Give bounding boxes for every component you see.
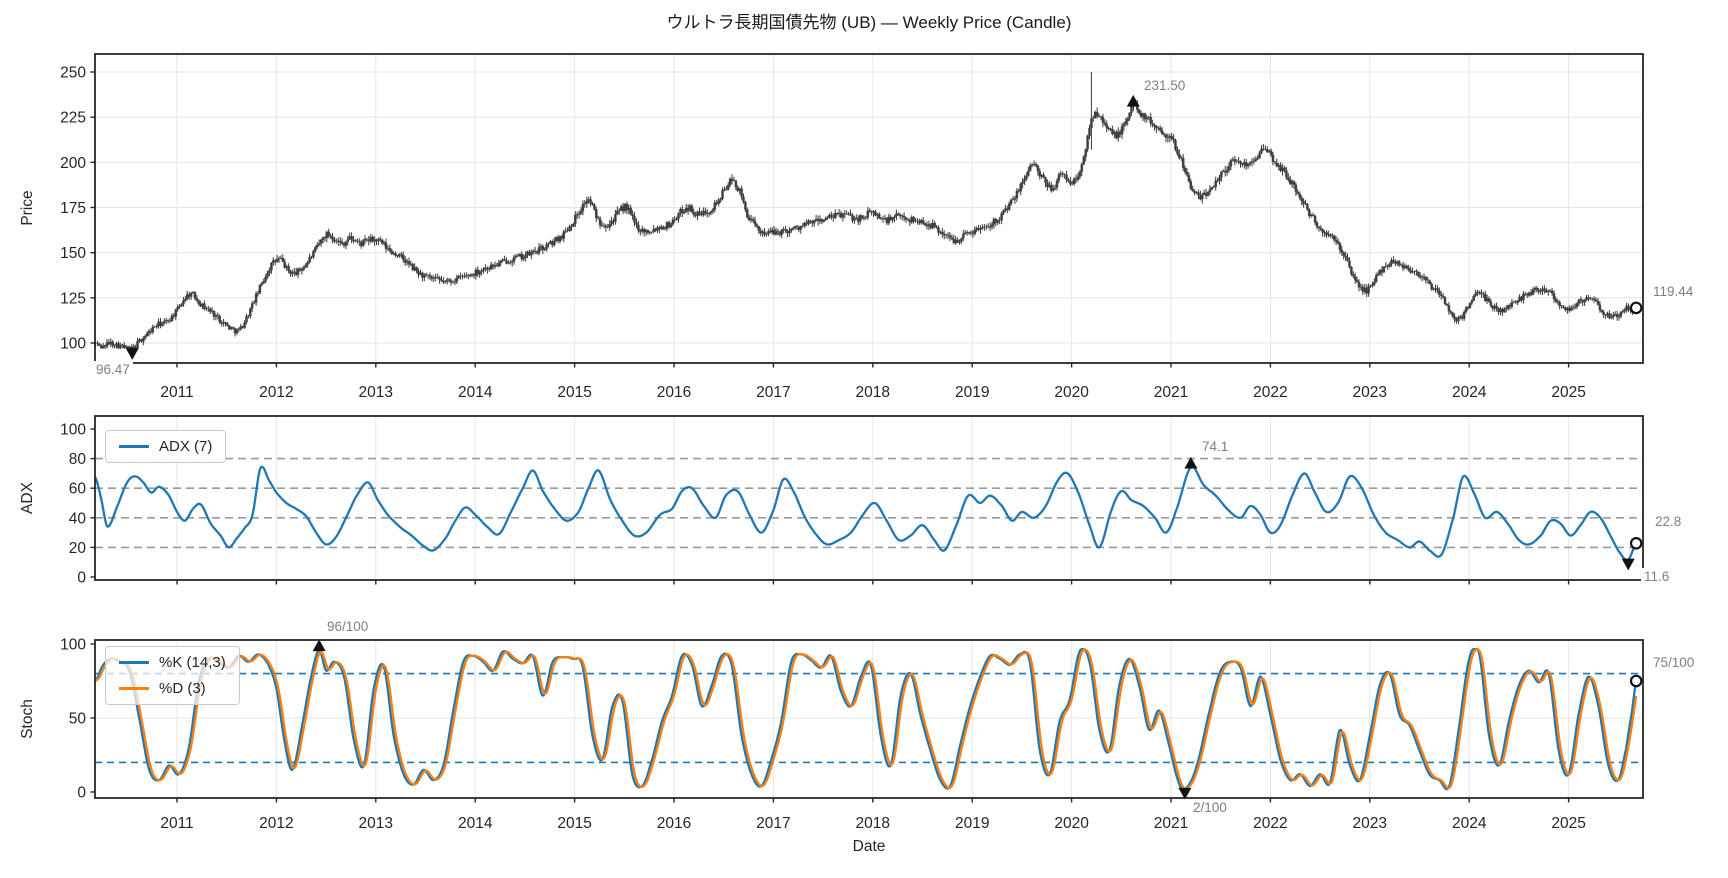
price-y-axis-label: Price (19, 190, 36, 226)
x-tick-label: 2011 (160, 815, 193, 832)
x-tick-label: 2016 (657, 815, 691, 832)
price-last-marker (1629, 301, 1643, 315)
stoch-d-legend-label: %D (3) (159, 680, 206, 697)
price-max-annotation: 231.50 (1141, 77, 1189, 94)
stoch-panel-spines (94, 639, 1644, 799)
y-tick-label: 60 (69, 481, 87, 498)
x-tick-label: 2013 (359, 815, 393, 832)
x-tick-label: 2017 (756, 384, 790, 401)
x-tick-label: 2022 (1253, 384, 1287, 401)
stoch-max-marker (312, 639, 326, 652)
y-tick-label: 175 (60, 200, 86, 217)
x-tick-label: 2025 (1551, 384, 1585, 401)
y-tick-label: 100 (60, 336, 86, 353)
stoch-max-annotation: 96/100 (324, 618, 372, 635)
y-tick-label: 20 (69, 540, 87, 557)
stoch-d-line (94, 648, 1638, 791)
y-tick-label: 225 (60, 110, 86, 127)
x-tick-label: 2011 (160, 384, 193, 401)
y-tick-label: 200 (60, 155, 86, 172)
candle-bodies (94, 102, 1638, 349)
stoch-k-legend-entry: %K (14,3) (119, 654, 226, 671)
x-tick-label: 2013 (359, 384, 393, 401)
x-tick-label: 2016 (657, 384, 691, 401)
x-tick-label: 2015 (557, 384, 591, 401)
y-tick-label: 0 (77, 785, 86, 802)
stoch-k-line-sample (119, 661, 149, 664)
adx-min-annotation: 11.6 (1641, 568, 1673, 585)
x-tick-label: 2019 (955, 815, 989, 832)
stoch-k-legend-label: %K (14,3) (159, 654, 226, 671)
x-tick-label: 2017 (756, 815, 790, 832)
x-tick-label: 2020 (1054, 815, 1089, 832)
x-axis-label: Date (852, 838, 886, 855)
adx-max-annotation: 74.1 (1199, 438, 1232, 455)
stoch-last-annotation: 75/100 (1650, 654, 1698, 671)
y-tick-label: 150 (60, 245, 86, 262)
price-panel-spines (94, 53, 1644, 364)
x-tick-label: 2020 (1054, 384, 1089, 401)
adx-max-marker (1184, 456, 1198, 469)
adx-last-annotation: 22.8 (1652, 513, 1685, 530)
x-tick-label: 2019 (955, 384, 989, 401)
adx-legend-label: ADX (7) (159, 438, 213, 455)
stoch-last-marker (1629, 674, 1643, 688)
x-tick-label: 2014 (458, 815, 493, 832)
candle-wicks (95, 72, 1637, 350)
stoch-d-line-sample (119, 687, 149, 690)
x-tick-label: 2014 (458, 384, 493, 401)
stoch-min-annotation: 2/100 (1190, 799, 1230, 816)
y-tick-label: 250 (60, 65, 86, 82)
y-tick-label: 0 (77, 570, 86, 587)
y-tick-label: 100 (60, 637, 86, 654)
x-tick-label: 2021 (1154, 815, 1188, 832)
adx-y-axis-label: ADX (19, 482, 36, 514)
x-tick-label: 2021 (1154, 384, 1188, 401)
adx-panel-spines (94, 415, 1644, 581)
adx-line-sample (119, 445, 149, 448)
adx-min-marker (1621, 558, 1635, 571)
x-tick-label: 2024 (1452, 815, 1487, 832)
adx-line (94, 465, 1638, 562)
price-min-marker (125, 348, 139, 360)
x-tick-label: 2022 (1253, 815, 1287, 832)
adx-last-marker (1629, 536, 1643, 550)
x-tick-label: 2012 (259, 815, 293, 832)
x-tick-label: 2025 (1551, 815, 1585, 832)
x-tick-label: 2023 (1353, 384, 1387, 401)
y-tick-label: 50 (69, 711, 87, 728)
chart-title: ウルトラ長期国債先物 (UB) — Weekly Price (Candle) (666, 13, 1072, 32)
y-tick-label: 125 (60, 290, 86, 307)
x-tick-label: 2012 (259, 384, 293, 401)
x-tick-label: 2018 (856, 384, 890, 401)
price-last-annotation: 119.44 (1650, 283, 1697, 300)
stoch-d-legend-entry: %D (3) (119, 680, 226, 697)
x-tick-label: 2018 (856, 815, 890, 832)
price-min-annotation: 96.47 (93, 361, 133, 378)
stoch-k-line (94, 648, 1638, 791)
price-max-marker (1126, 94, 1140, 107)
stoch-min-marker (1178, 787, 1192, 800)
y-tick-label: 80 (69, 451, 87, 468)
adx-legend: ADX (7) (105, 430, 227, 463)
x-tick-label: 2023 (1353, 815, 1387, 832)
adx-legend-entry: ADX (7) (119, 438, 212, 455)
stoch-legend: %K (14,3) %D (3) (105, 646, 240, 705)
x-tick-label: 2024 (1452, 384, 1487, 401)
x-tick-label: 2015 (557, 815, 591, 832)
y-tick-label: 40 (69, 510, 87, 527)
y-tick-label: 100 (60, 422, 86, 439)
stoch-y-axis-label: Stoch (19, 699, 36, 739)
